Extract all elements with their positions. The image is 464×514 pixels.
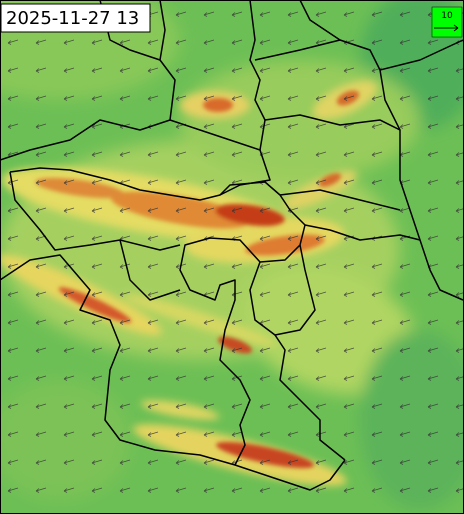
legend-arrow — [434, 24, 459, 32]
timestamp-box — [0, 3, 151, 33]
legend-box — [431, 6, 463, 38]
timestamp: 2025-11-27 13 — [6, 8, 139, 29]
borders — [0, 0, 464, 491]
legend-label: 10 — [441, 11, 453, 21]
